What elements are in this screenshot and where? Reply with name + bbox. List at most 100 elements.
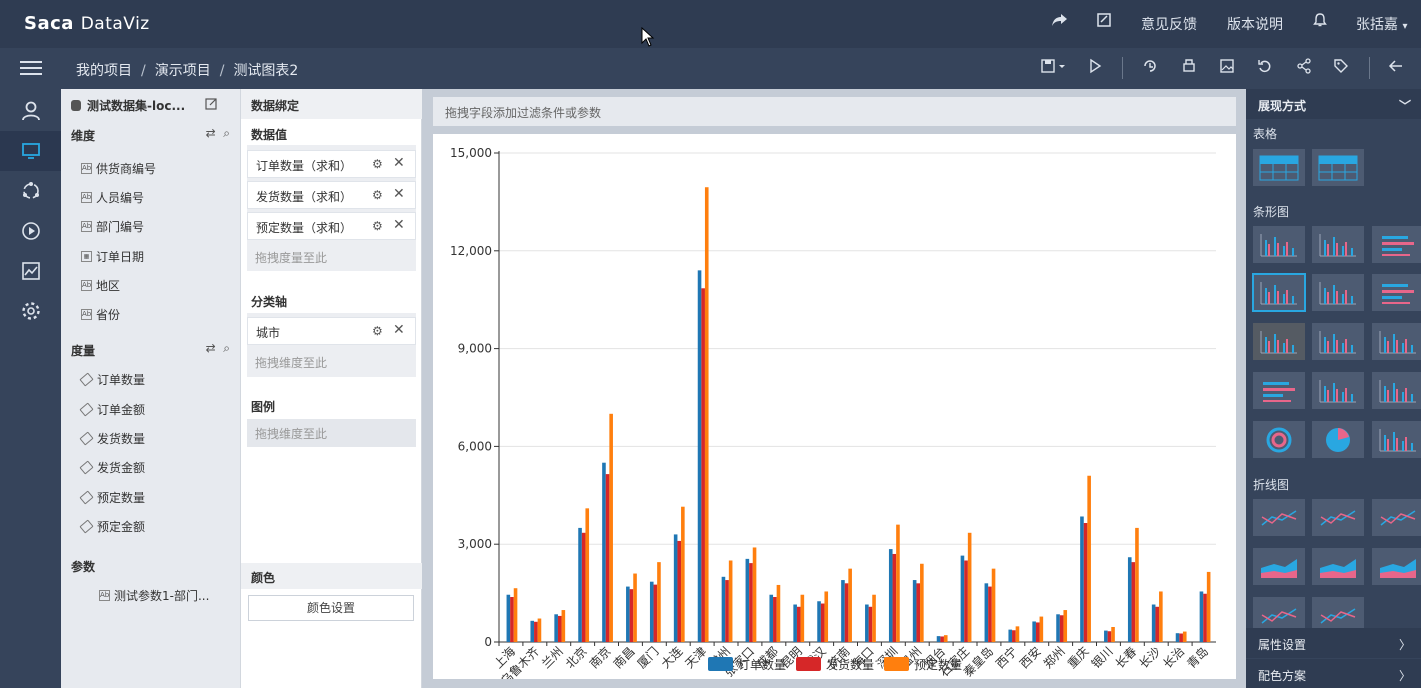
close-icon[interactable]: ✕: [393, 155, 405, 171]
axis-drop-zone[interactable]: 拖拽维度至此: [247, 348, 416, 376]
area-chart-icon[interactable]: [1253, 548, 1305, 585]
filter-drop-zone[interactable]: 拖拽字段添加过滤条件或参数: [433, 97, 1236, 126]
search-icon[interactable]: ⌕: [223, 126, 230, 140]
version-link[interactable]: 版本说明: [1227, 17, 1283, 33]
line-chart-icon[interactable]: [1253, 597, 1305, 634]
area-chart-icon[interactable]: [1312, 548, 1364, 585]
swap-icon[interactable]: ⇄: [205, 341, 216, 355]
feedback-link[interactable]: 意见反馈: [1141, 17, 1197, 33]
line-chart-icon[interactable]: [1372, 499, 1421, 536]
measure-field[interactable]: 发货金额: [79, 459, 145, 476]
play-nav-icon[interactable]: [0, 211, 61, 251]
close-icon[interactable]: ✕: [393, 186, 405, 202]
line-chart-icon[interactable]: [1253, 499, 1305, 536]
close-icon[interactable]: ✕: [393, 217, 405, 233]
bar-section-label: 条形图: [1253, 205, 1290, 219]
value-pill[interactable]: 预定数量（求和） ⚙ ✕: [247, 212, 416, 240]
measure-field[interactable]: 订单数量: [79, 371, 145, 388]
back-arrow-icon[interactable]: [1386, 58, 1406, 78]
3d-bar-icon[interactable]: [1372, 372, 1421, 409]
bar: [554, 614, 558, 642]
mouse-cursor-icon: [641, 27, 655, 47]
cycle-nav-icon[interactable]: [0, 171, 61, 211]
line-chart-icon[interactable]: [1312, 499, 1364, 536]
menu-icon[interactable]: [20, 58, 42, 78]
save-icon[interactable]: [1040, 58, 1068, 78]
dimension-field[interactable]: Ab 部门编号: [81, 220, 145, 234]
horizontal-bar-icon[interactable]: [1372, 274, 1421, 311]
horizontal-bar-icon[interactable]: [1372, 226, 1421, 263]
axis-pill[interactable]: 城市 ⚙ ✕: [247, 317, 416, 345]
bar-chart-icon[interactable]: [1372, 323, 1421, 360]
undo-icon[interactable]: [1255, 58, 1275, 78]
gear-icon[interactable]: ⚙: [372, 324, 383, 338]
waterfall-icon[interactable]: [1253, 372, 1305, 409]
dimension-field[interactable]: Ab 人员编号: [81, 191, 145, 205]
image-icon[interactable]: [1217, 58, 1237, 78]
gear-icon[interactable]: ⚙: [372, 219, 383, 233]
bar: [769, 594, 774, 642]
user-menu[interactable]: 张括嘉 ▾: [1356, 17, 1408, 33]
app-logo[interactable]: Saca DataViz: [24, 13, 150, 34]
area-chart-icon[interactable]: [1372, 548, 1421, 585]
table-cross-icon[interactable]: [1312, 149, 1364, 186]
bar-chart-icon[interactable]: [1312, 226, 1364, 263]
bar: [677, 540, 682, 642]
measure-field[interactable]: 预定金额: [79, 518, 145, 535]
bar-chart-icon[interactable]: [1253, 226, 1305, 263]
gear-icon[interactable]: ⚙: [372, 188, 383, 202]
refresh-data-icon[interactable]: [1140, 58, 1160, 78]
3d-bar-icon[interactable]: [1312, 372, 1364, 409]
x-tick-label: 郑州: [1040, 644, 1068, 672]
user-nav-icon[interactable]: [0, 91, 61, 131]
breadcrumb-item[interactable]: 我的项目: [76, 63, 132, 79]
canvas-area: 拖拽字段添加过滤条件或参数 0 3,000 6,000 9,000 12,000 15,0…: [422, 89, 1246, 688]
bar-chart-icon[interactable]: [1253, 323, 1305, 360]
settings-nav-icon[interactable]: [0, 291, 61, 331]
legend-drop-zone[interactable]: 拖拽维度至此: [247, 419, 416, 447]
chart-nav-icon[interactable]: [0, 251, 61, 291]
ring-chart-icon[interactable]: [1253, 421, 1305, 458]
edit-box-icon[interactable]: [1094, 12, 1114, 32]
combo-chart-icon[interactable]: [1372, 421, 1421, 458]
bar-chart-icon[interactable]: [1312, 323, 1364, 360]
values-drop-zone[interactable]: 拖拽度量至此: [247, 243, 416, 271]
value-pill[interactable]: 发货数量（求和） ⚙ ✕: [247, 181, 416, 209]
dashboard-nav-icon[interactable]: [0, 131, 61, 171]
chart-container[interactable]: 0 3,000 6,000 9,000 12,000 15,000 上海 乌鲁木齐 兰州 北京 南京…: [433, 134, 1236, 688]
axis-label: 分类轴: [251, 295, 288, 309]
measure-field[interactable]: 发货数量: [79, 430, 145, 447]
display-mode-header[interactable]: 展现方式 ﹀: [1246, 89, 1421, 119]
bell-icon[interactable]: [1310, 12, 1330, 32]
dimension-field[interactable]: Ab 省份: [81, 308, 121, 322]
line-chart-icon[interactable]: [1312, 597, 1364, 634]
tag-icon[interactable]: [1331, 58, 1351, 78]
dataset-name[interactable]: 测试数据集-loc...: [71, 97, 185, 114]
gear-icon[interactable]: ⚙: [372, 157, 383, 171]
print-icon[interactable]: [1179, 58, 1199, 78]
dimension-field[interactable]: Ab 地区: [81, 279, 121, 293]
top-bar: Saca DataViz 意见反馈 版本说明 张括嘉 ▾: [0, 0, 1421, 48]
pie-chart-icon[interactable]: [1312, 421, 1364, 458]
measure-field[interactable]: 订单金额: [79, 401, 145, 418]
bar-chart-icon[interactable]: [1252, 273, 1306, 312]
measure-field[interactable]: 预定数量: [79, 489, 145, 506]
bar-chart[interactable]: 03,0006,0009,00012,00015,000上海乌鲁木齐兰州北京南京…: [433, 134, 1236, 688]
table-grid-icon[interactable]: [1253, 149, 1305, 186]
bar-chart-icon[interactable]: [1312, 274, 1364, 311]
property-settings-header[interactable]: 属性设置〉: [1246, 628, 1421, 658]
edit-dataset-icon[interactable]: [205, 97, 218, 113]
color-scheme-header[interactable]: 配色方案〉: [1246, 659, 1421, 688]
param-field[interactable]: Ab 测试参数1-部门...: [99, 589, 210, 603]
value-pill[interactable]: 订单数量（求和） ⚙ ✕: [247, 150, 416, 178]
close-icon[interactable]: ✕: [393, 322, 405, 338]
dimension-field[interactable]: Ab 供货商编号: [81, 162, 157, 176]
search-icon[interactable]: ⌕: [223, 341, 230, 355]
share-arrow-icon[interactable]: [1050, 12, 1070, 32]
play-icon[interactable]: [1085, 58, 1105, 78]
share-icon[interactable]: [1294, 58, 1314, 78]
dimension-field[interactable]: ▦ 订单日期: [81, 248, 144, 265]
breadcrumb-item[interactable]: 演示项目: [154, 63, 211, 79]
swap-icon[interactable]: ⇄: [205, 126, 216, 140]
color-settings-button[interactable]: 颜色设置: [248, 595, 414, 621]
